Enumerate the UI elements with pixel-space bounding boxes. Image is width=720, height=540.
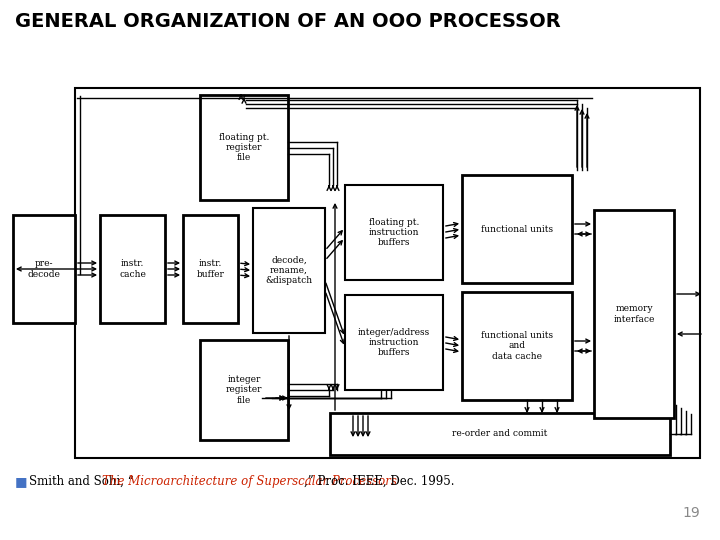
Bar xyxy=(13,215,75,323)
Bar xyxy=(594,210,674,418)
Bar xyxy=(100,215,165,323)
Bar xyxy=(200,340,288,440)
Text: functional units: functional units xyxy=(481,225,553,233)
Text: functional units
and
data cache: functional units and data cache xyxy=(481,331,553,361)
Bar xyxy=(462,175,572,283)
Text: 19: 19 xyxy=(683,506,700,520)
Text: integer
register
file: integer register file xyxy=(226,375,262,405)
Text: memory
interface: memory interface xyxy=(613,305,654,323)
Bar xyxy=(200,95,288,200)
Bar xyxy=(462,292,572,400)
Bar xyxy=(345,295,443,390)
Text: ■: ■ xyxy=(15,475,27,488)
Text: pre-
decode: pre- decode xyxy=(27,259,60,279)
Bar xyxy=(253,208,325,333)
Text: re-order and commit: re-order and commit xyxy=(452,429,548,438)
Text: Smith and Sohi, “: Smith and Sohi, “ xyxy=(29,475,134,488)
Text: floating pt.
register
file: floating pt. register file xyxy=(219,133,269,163)
Bar xyxy=(330,413,670,455)
Text: ,” Proc. IEEE, Dec. 1995.: ,” Proc. IEEE, Dec. 1995. xyxy=(304,475,455,488)
Text: integer/address
instruction
buffers: integer/address instruction buffers xyxy=(358,328,430,357)
Bar xyxy=(183,215,238,323)
Text: floating pt.
instruction
buffers: floating pt. instruction buffers xyxy=(369,218,419,247)
Text: The Microarchitecture of Superscalar Processors: The Microarchitecture of Superscalar Pro… xyxy=(102,475,397,488)
Text: GENERAL ORGANIZATION OF AN OOO PROCESSOR: GENERAL ORGANIZATION OF AN OOO PROCESSOR xyxy=(15,12,561,31)
Bar xyxy=(345,185,443,280)
Text: decode,
rename,
&dispatch: decode, rename, &dispatch xyxy=(266,255,312,286)
Bar xyxy=(75,88,700,458)
Text: instr.
cache: instr. cache xyxy=(119,259,146,279)
Text: instr.
buffer: instr. buffer xyxy=(197,259,225,279)
